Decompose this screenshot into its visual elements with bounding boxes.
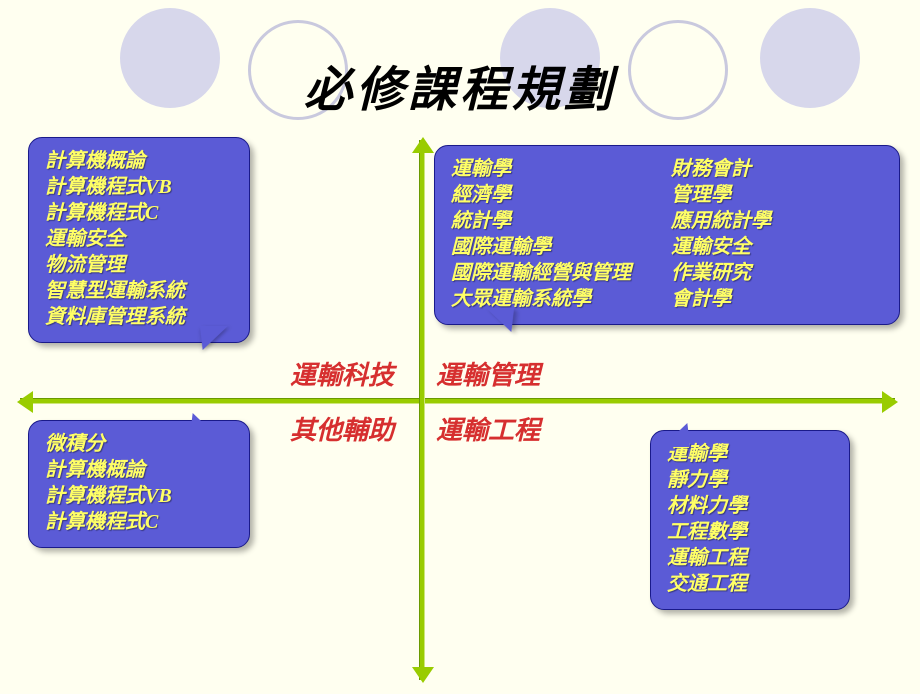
course-item: 應用統計學 <box>671 208 771 234</box>
course-item: 運輸學 <box>451 156 631 182</box>
course-item: 經濟學 <box>451 182 631 208</box>
callout-top-right: 運輸學經濟學統計學國際運輸學國際運輸經營與管理大眾運輸系統學 財務會計管理學應用… <box>434 145 900 325</box>
course-item: 統計學 <box>451 208 631 234</box>
axis-horizontal <box>20 398 895 404</box>
course-item: 計算機程式C <box>45 200 233 226</box>
quadrant-label-top-left: 運輸科技 <box>290 355 394 392</box>
course-item: 會計學 <box>671 286 771 312</box>
axis-vertical <box>419 140 425 680</box>
decor-circle <box>628 20 728 120</box>
course-item: 國際運輸經營與管理 <box>451 260 631 286</box>
decor-circle <box>760 8 860 108</box>
course-item: 智慧型運輸系統 <box>45 278 233 304</box>
course-item: 作業研究 <box>671 260 771 286</box>
quadrant-label-top-right: 運輸管理 <box>436 355 540 392</box>
course-item: 財務會計 <box>671 156 771 182</box>
callout-top-left: 計算機概論計算機程式VB計算機程式C運輸安全物流管理智慧型運輸系統資料庫管理系統 <box>28 137 250 343</box>
quadrant-label-bottom-right: 運輸工程 <box>436 410 540 447</box>
course-item: 靜力學 <box>667 467 833 493</box>
course-item: 計算機程式C <box>45 509 233 535</box>
course-item: 物流管理 <box>45 252 233 278</box>
course-item: 運輸安全 <box>45 226 233 252</box>
callout-tail <box>182 326 228 364</box>
course-item: 交通工程 <box>667 571 833 597</box>
decor-circle <box>120 8 220 108</box>
callout-bottom-left: 微積分計算機概論計算機程式VB計算機程式C <box>28 420 250 548</box>
course-item: 工程數學 <box>667 519 833 545</box>
course-item: 計算機程式VB <box>45 174 233 200</box>
callout-tail <box>486 308 532 346</box>
course-item: 大眾運輸系統學 <box>451 286 631 312</box>
course-item: 計算機概論 <box>45 148 233 174</box>
course-item: 材料力學 <box>667 493 833 519</box>
course-item: 運輸安全 <box>671 234 771 260</box>
course-item: 運輸學 <box>667 441 833 467</box>
callout-bottom-right: 運輸學靜力學材料力學工程數學運輸工程交通工程 <box>650 430 850 610</box>
course-item: 國際運輸學 <box>451 234 631 260</box>
page-title: 必修課程規劃 <box>304 50 616 120</box>
course-item: 管理學 <box>671 182 771 208</box>
course-item: 運輸工程 <box>667 545 833 571</box>
course-item: 計算機程式VB <box>45 483 233 509</box>
quadrant-label-bottom-left: 其他輔助 <box>290 410 394 447</box>
course-item: 計算機概論 <box>45 457 233 483</box>
